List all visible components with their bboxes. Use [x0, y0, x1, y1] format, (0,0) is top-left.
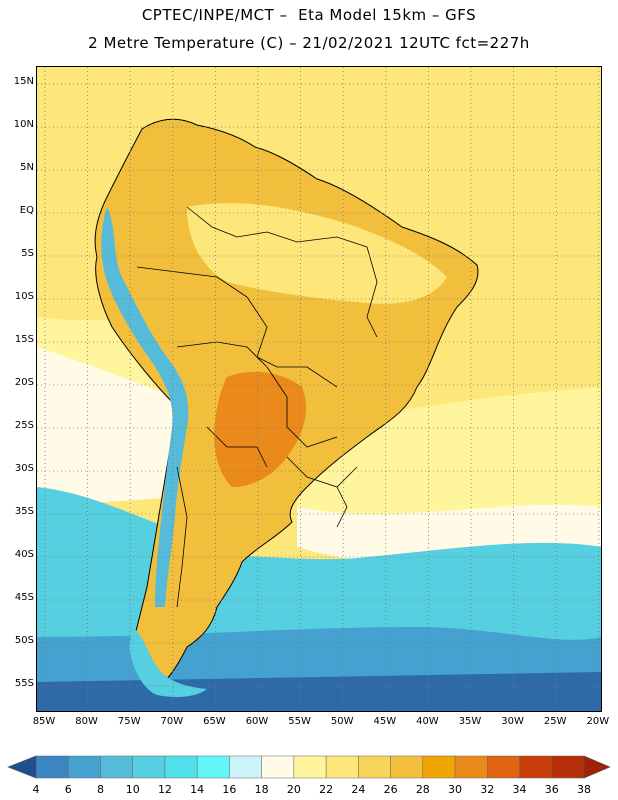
latitude-label: 30S	[14, 463, 34, 474]
colorbar-cell	[519, 755, 553, 779]
colorbar-cell	[325, 755, 359, 779]
colorbar-tick-label: 26	[383, 783, 398, 796]
longitude-label: 85W	[32, 716, 56, 727]
colorbar-tick-label: 32	[480, 783, 495, 796]
longitude-label: 70W	[160, 716, 184, 727]
latitude-label: 5N	[20, 162, 34, 173]
colorbar-cell	[132, 755, 166, 779]
colorbar-cell	[358, 755, 391, 779]
colorbar-cell	[293, 755, 327, 779]
latitude-label: 10N	[13, 119, 34, 130]
colorbar-tick-label: 4	[32, 783, 40, 796]
colorbar-cell	[229, 755, 262, 779]
colorbar-cell	[35, 755, 69, 779]
colorbar-tick-label: 8	[96, 783, 104, 796]
longitude-label: 40W	[416, 716, 439, 727]
longitude-label: 30W	[501, 716, 524, 727]
map-subtitle: 2 Metre Temperature (C) – 21/02/2021 12U…	[88, 34, 530, 52]
colorbar-tick-label: 36	[544, 783, 559, 796]
colorbar-cell	[100, 755, 133, 779]
longitude-label: 25W	[543, 716, 567, 727]
colorbar-tick-label: 34	[512, 783, 527, 796]
latitude-label: 35S	[14, 506, 34, 517]
colorbar-cell	[551, 755, 585, 779]
colorbar-tick-label: 28	[415, 783, 430, 796]
colorbar-tick-label: 14	[190, 783, 205, 796]
latitude-label: 10S	[14, 291, 34, 302]
longitude-label: 35W	[458, 716, 482, 727]
colorbar-tick-label: 24	[351, 783, 366, 796]
ocean-coldest-south	[37, 672, 601, 711]
country-borders	[136, 206, 378, 608]
colorbar-cell	[196, 755, 230, 779]
patagonia-tip	[129, 627, 207, 697]
colorbar-tick-label: 18	[254, 783, 269, 796]
andes-cold-band	[101, 207, 189, 607]
map-title: CPTEC/INPE/MCT – Eta Model 15km – GFS	[141, 6, 477, 24]
longitude-label: 45W	[373, 716, 397, 727]
latitude-label: 20S	[14, 377, 34, 388]
colorbar-cell	[422, 755, 456, 779]
longitude-label: 20W	[586, 716, 610, 727]
colorbar-low-arrow	[7, 755, 37, 779]
latitude-label: 5S	[21, 248, 34, 259]
ocean-mild-pacific	[37, 347, 177, 507]
latitude-label: 45S	[14, 592, 34, 603]
colorbar-tick-label: 10	[125, 783, 140, 796]
colorbar-tick-label: 6	[64, 783, 72, 796]
chaco-hot-spot	[214, 371, 307, 487]
latitude-label: 15S	[14, 334, 34, 345]
colorbar-cell	[390, 755, 424, 779]
longitude-label: 75W	[117, 716, 141, 727]
longitude-label: 50W	[330, 716, 354, 727]
colorbar-cell	[454, 755, 488, 779]
colorbar-tick-label: 30	[448, 783, 463, 796]
colorbar-high-arrow	[583, 755, 611, 779]
latitude-label: 15N	[13, 76, 34, 87]
longitude-label: 55W	[288, 716, 311, 727]
colorbar-tick-label: 16	[222, 783, 237, 796]
temperature-colorbar	[7, 755, 611, 779]
temperature-map	[36, 66, 602, 712]
colorbar-tick-label: 20	[286, 783, 301, 796]
colorbar-cell	[261, 755, 295, 779]
latitude-label: 40S	[14, 549, 34, 560]
latitude-label: 25S	[14, 420, 34, 431]
colorbar-cell	[487, 755, 520, 779]
amazon-region	[187, 203, 447, 304]
longitude-label: 60W	[245, 716, 269, 727]
colorbar-cell	[164, 755, 198, 779]
latitude-label: EQ	[19, 205, 34, 216]
longitude-label: 80W	[75, 716, 98, 727]
map-canvas	[37, 67, 601, 711]
colorbar-tick-label: 12	[157, 783, 172, 796]
colorbar-tick-label: 38	[577, 783, 591, 796]
colorbar-tick-label: 22	[319, 783, 334, 796]
longitude-label: 65W	[203, 716, 226, 727]
colorbar-cell	[67, 755, 101, 779]
latitude-label: 50S	[14, 635, 34, 646]
latitude-label: 55S	[14, 678, 34, 689]
